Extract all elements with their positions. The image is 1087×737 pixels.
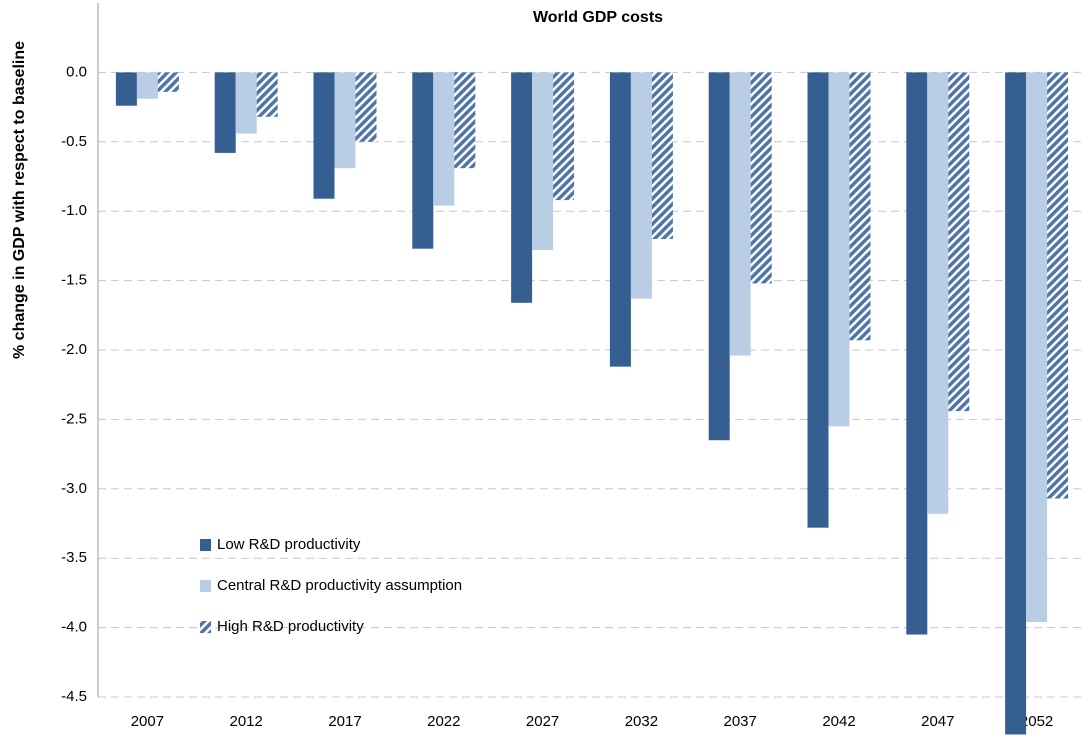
bar (609, 72, 631, 367)
y-tick-label: 0.0 (66, 63, 87, 80)
y-tick-label: -1.5 (61, 272, 87, 289)
x-tick-label: 2017 (328, 713, 361, 730)
legend-swatch (200, 539, 211, 551)
bar (927, 72, 949, 514)
bar (136, 72, 158, 99)
x-tick-label: 2032 (625, 713, 658, 730)
legend-swatch (200, 621, 211, 633)
bar (214, 72, 236, 153)
bar (553, 72, 575, 201)
legend-label: High R&D productivity (217, 618, 364, 635)
y-tick-label: -0.5 (61, 133, 87, 150)
legend-swatch (200, 580, 211, 592)
x-tick-label: 2052 (1020, 713, 1053, 730)
x-tick-label: 2022 (427, 713, 460, 730)
bar (849, 72, 871, 341)
bar (256, 72, 278, 117)
bar (532, 72, 554, 251)
y-tick-label: -2.0 (61, 341, 87, 358)
bar (355, 72, 377, 142)
x-tick-label: 2012 (230, 713, 263, 730)
bar (828, 72, 850, 427)
bar (511, 72, 533, 303)
bar (157, 72, 179, 92)
bar (948, 72, 970, 412)
bar (630, 72, 652, 299)
x-tick-label: 2047 (921, 713, 954, 730)
chart-title: World GDP costs (533, 9, 663, 26)
y-tick-label: -4.5 (61, 688, 87, 705)
bar (313, 72, 335, 199)
bar (750, 72, 772, 284)
x-tick-label: 2007 (131, 713, 164, 730)
y-tick-label: -3.5 (61, 549, 87, 566)
bar (433, 72, 455, 206)
x-tick-label: 2037 (724, 713, 757, 730)
y-axis-label: % change in GDP with respect to baseline (11, 41, 28, 359)
bar (906, 72, 928, 635)
bar (235, 72, 257, 134)
bar (651, 72, 673, 239)
y-tick-label: -2.5 (61, 410, 87, 427)
bar (1005, 72, 1027, 735)
legend-label: Central R&D productivity assumption (217, 577, 462, 594)
bar (729, 72, 751, 356)
bar (1026, 72, 1048, 623)
y-tick-label: -1.0 (61, 202, 87, 219)
y-tick-label: -3.0 (61, 480, 87, 497)
x-tick-label: 2027 (526, 713, 559, 730)
bar (115, 72, 137, 106)
bar (412, 72, 434, 249)
legend-label: Low R&D productivity (217, 536, 361, 553)
bar (334, 72, 356, 169)
bar (1047, 72, 1069, 499)
y-tick-label: -4.0 (61, 619, 87, 636)
bar (807, 72, 829, 528)
bar (708, 72, 730, 441)
bar (454, 72, 476, 169)
x-tick-label: 2042 (822, 713, 855, 730)
